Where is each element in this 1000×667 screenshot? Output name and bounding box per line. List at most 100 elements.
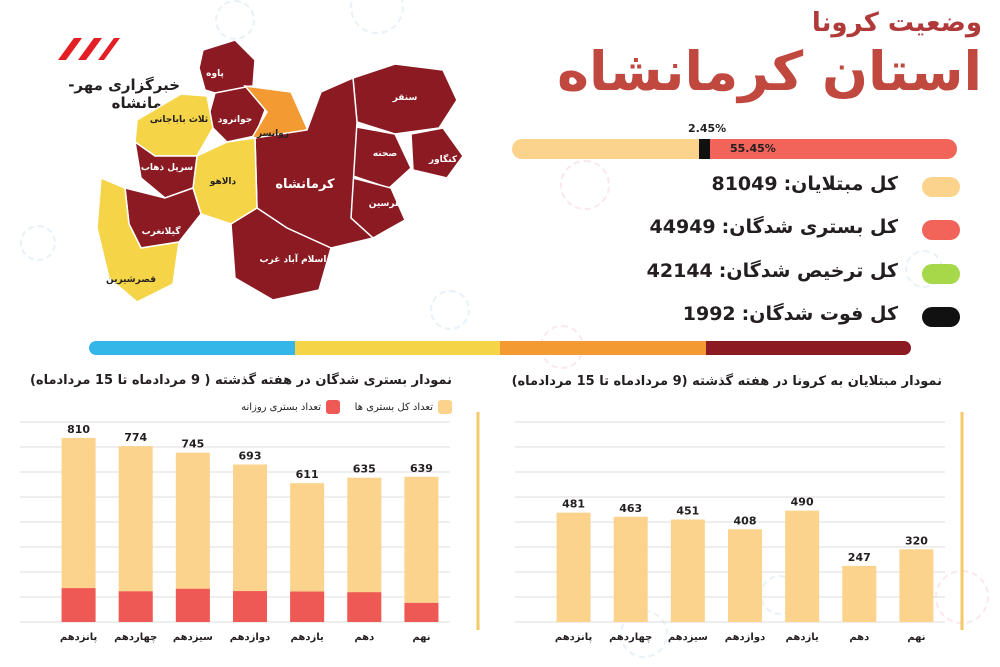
- stat-label: کل بستری شدگان:: [721, 216, 898, 238]
- bar-total: [842, 565, 877, 622]
- bar-value-label: 635: [353, 463, 376, 476]
- map-region: [230, 207, 332, 301]
- stat-value: 42144: [646, 260, 713, 282]
- legend-label: تعداد بستری روزانه: [241, 402, 321, 413]
- bar-total: [670, 519, 705, 622]
- x-tick-label: پانزدهم: [555, 632, 593, 643]
- bar-value-label: 481: [562, 498, 585, 511]
- map-region-label: کنگاور: [428, 153, 458, 165]
- stat-value: 44949: [649, 216, 716, 238]
- map-region-label: روانسر: [256, 129, 289, 139]
- legend-total-hospitalized: تعداد کل بستری ها: [355, 400, 452, 414]
- virus-decoration-icon: [20, 225, 56, 261]
- legend-daily-hospitalized: تعداد بستری روزانه: [241, 400, 340, 414]
- page-subtitle: وضعیت کرونا: [811, 8, 982, 38]
- hospitalized-percent-label: 55.45%: [730, 142, 776, 155]
- bar-daily: [290, 591, 325, 622]
- bar-value-label: 693: [239, 450, 262, 463]
- virus-decoration-icon: [430, 290, 470, 330]
- legend-label: تعداد کل بستری ها: [354, 402, 433, 413]
- bar-total: [613, 516, 648, 622]
- discharged-color-swatch: [922, 264, 960, 284]
- map-region-label: پاوه: [206, 69, 224, 79]
- infected-bar-chart: 481 پانزدهم 463 چهاردهم 451 سیزدهم 408 دوازدهم 4…: [515, 412, 964, 643]
- map-region: [352, 63, 458, 135]
- death-ratio-segment: [698, 139, 710, 159]
- color-stripe: [89, 341, 911, 355]
- x-tick-label: سیزدهم: [668, 632, 708, 643]
- map-region-label: ثلاث باباجانی: [150, 115, 208, 125]
- bar-value-label: 611: [296, 468, 319, 481]
- stat-label: کل مبتلایان:: [783, 173, 898, 195]
- bar-value-label: 451: [676, 505, 699, 518]
- x-tick-label: پانزدهم: [60, 632, 98, 643]
- bar-daily: [175, 588, 210, 622]
- bar-daily: [404, 602, 439, 622]
- bar-value-label: 810: [67, 423, 90, 436]
- map-region-label: صحنه: [373, 149, 397, 159]
- bar-value-label: 490: [791, 496, 814, 509]
- deaths-color-swatch: [922, 307, 960, 327]
- bar-value-label: 320: [905, 534, 928, 547]
- bar-value-label: 247: [848, 551, 871, 564]
- stat-value: 1992: [682, 303, 736, 325]
- map-region-label: هرسین: [369, 199, 401, 209]
- x-tick-label: سیزدهم: [173, 632, 213, 643]
- bar-value-label: 463: [619, 502, 642, 515]
- infected-chart-title: نمودار مبتلایان به کرونا در هفته گذشته (…: [511, 374, 942, 389]
- map-region-label: قصرشیرین: [106, 275, 156, 285]
- bar-daily: [118, 591, 153, 622]
- ratio-bar: [512, 139, 957, 159]
- map-region-label: سنقر: [392, 93, 418, 103]
- bar-total: [404, 476, 439, 622]
- map-region-label: اسلام آباد غرب: [260, 253, 327, 265]
- bar-value-label: 774: [124, 431, 147, 444]
- bar-daily: [233, 591, 267, 622]
- bar-value-label: 639: [410, 462, 433, 475]
- virus-decoration-icon: [560, 160, 610, 210]
- stat-total-hospitalized: کل بستری شدگان:44949: [580, 216, 960, 242]
- death-percent-label: 2.45%: [688, 122, 727, 135]
- bar-total: [899, 549, 934, 622]
- stat-value: 81049: [711, 173, 778, 195]
- hospitalized-bar-chart: 810 پانزدهم 774 چهاردهم 745 سیزدهم 693 دوازدهم 6…: [20, 412, 480, 643]
- x-tick-label: دوازدهم: [725, 632, 765, 643]
- map-region: [410, 127, 464, 179]
- x-tick-label: نهم: [412, 632, 430, 643]
- province-map: پاوه جوانرود ثلاث باباجانی روانسر سنقر صحنه کن…: [96, 39, 464, 303]
- stat-label: کل ترخیص شدگان:: [718, 260, 898, 282]
- bar-total: [556, 512, 591, 622]
- x-tick-label: یازدهم: [786, 632, 819, 643]
- map-region: [96, 176, 180, 303]
- hospitalized-ratio-segment: [709, 139, 957, 159]
- map-region-label: گیلانغرب: [142, 225, 182, 237]
- map-region-label: جوانرود: [218, 115, 252, 125]
- mehr-logo-icon: [58, 38, 120, 60]
- x-tick-label: دوازدهم: [230, 632, 270, 643]
- virus-decoration-icon: [350, 0, 404, 34]
- infected-color-swatch: [922, 177, 960, 197]
- map-region: [134, 93, 214, 157]
- x-tick-label: نهم: [907, 632, 925, 643]
- x-tick-label: یازدهم: [291, 632, 324, 643]
- map-region-label: کرمانشاه: [275, 177, 335, 192]
- virus-decoration-icon: [215, 0, 255, 40]
- stat-label: کل فوت شدگان:: [741, 303, 898, 325]
- x-tick-label: دهم: [849, 632, 869, 643]
- bar-daily: [61, 588, 96, 622]
- bar-total: [785, 510, 820, 622]
- page-title: استان کرمانشاه: [557, 40, 982, 103]
- bar-total: [728, 529, 762, 622]
- stat-total-deaths: کل فوت شدگان:1992: [580, 303, 960, 329]
- hospitalized-color-swatch: [922, 220, 960, 240]
- x-tick-label: چهاردهم: [609, 632, 652, 643]
- x-tick-label: دهم: [354, 632, 374, 643]
- bar-value-label: 745: [181, 438, 204, 451]
- stat-total-infected: کل مبتلایان:81049: [580, 173, 960, 199]
- bar-value-label: 408: [734, 514, 757, 527]
- bar-daily: [347, 592, 382, 622]
- map-region-label: دالاهو: [209, 177, 237, 187]
- x-tick-label: چهاردهم: [114, 632, 157, 643]
- hospitalized-chart-title: نمودار بستری شدگان در هفته گذشته ( 9 مرد…: [29, 373, 452, 388]
- map-region-label: سرپل ذهاب: [141, 163, 193, 173]
